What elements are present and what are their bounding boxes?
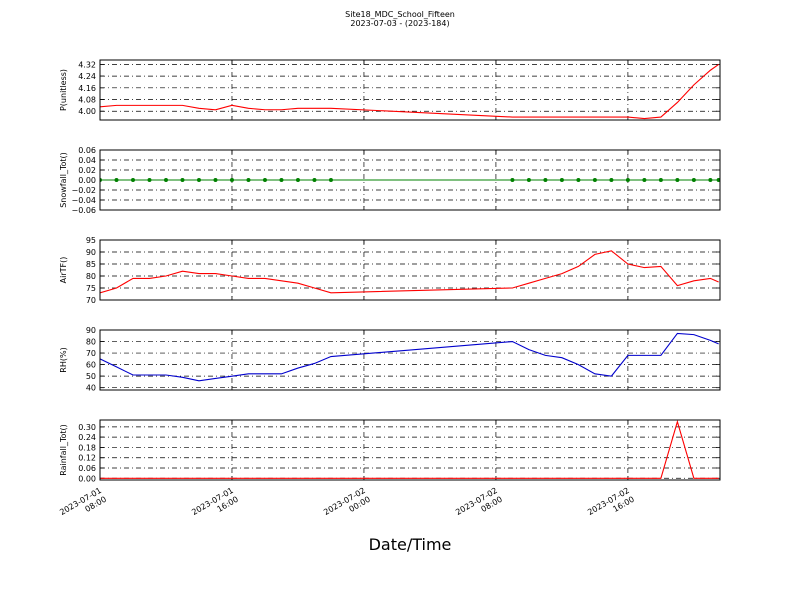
data-point bbox=[716, 178, 720, 182]
y-tick-label: 4.16 bbox=[78, 84, 96, 93]
axes-frame bbox=[99, 149, 721, 211]
data-point bbox=[312, 178, 317, 182]
data-point bbox=[576, 178, 581, 182]
axes-frame bbox=[99, 239, 721, 301]
axes-frame bbox=[99, 329, 721, 391]
data-point bbox=[246, 178, 251, 182]
y-tick-label: 4.32 bbox=[78, 60, 96, 69]
y-tick-label: 0.00 bbox=[78, 176, 96, 185]
data-point bbox=[196, 178, 201, 182]
y-axis-label: P(unitless) bbox=[59, 69, 68, 111]
data-point bbox=[213, 178, 218, 182]
y-tick-label: 0.00 bbox=[78, 474, 96, 483]
axes-frame bbox=[99, 419, 721, 481]
y-tick-label: 80 bbox=[86, 338, 96, 347]
y-tick-label: 80 bbox=[86, 272, 96, 281]
y-tick-label: 0.12 bbox=[78, 454, 96, 463]
y-tick-label: 0.04 bbox=[78, 156, 96, 165]
y-tick-label: 4.08 bbox=[78, 96, 96, 105]
plot-area bbox=[100, 332, 719, 382]
plot-area bbox=[100, 250, 719, 294]
data-point bbox=[229, 178, 234, 182]
axes-frame bbox=[99, 59, 721, 121]
y-tick-label: 70 bbox=[86, 296, 96, 305]
y-tick-label: 95 bbox=[86, 236, 96, 245]
y-tick-label: −0.02 bbox=[71, 186, 96, 195]
y-tick-label: 40 bbox=[86, 384, 96, 393]
y-tick-label: 4.00 bbox=[78, 107, 96, 116]
y-axis-label: RH(%) bbox=[59, 347, 68, 372]
data-point bbox=[114, 178, 119, 182]
data-line bbox=[100, 420, 719, 479]
data-line bbox=[100, 63, 719, 120]
data-line bbox=[100, 250, 719, 294]
data-point bbox=[163, 178, 168, 182]
data-point bbox=[691, 178, 696, 182]
data-point bbox=[510, 178, 515, 182]
y-axis-label: Rainfall_Tot() bbox=[59, 424, 68, 476]
y-tick-label: 60 bbox=[86, 361, 96, 370]
y-tick-label: 0.18 bbox=[78, 443, 96, 452]
data-point bbox=[675, 178, 680, 182]
data-point bbox=[658, 178, 663, 182]
data-point bbox=[592, 178, 597, 182]
data-point bbox=[328, 178, 333, 182]
data-point bbox=[625, 178, 630, 182]
y-tick-label: 90 bbox=[86, 248, 96, 257]
y-tick-label: 85 bbox=[86, 260, 96, 269]
y-tick-label: 90 bbox=[86, 326, 96, 335]
y-tick-label: −0.06 bbox=[71, 206, 96, 215]
y-tick-label: 50 bbox=[86, 372, 96, 381]
plot-area bbox=[100, 178, 720, 182]
y-tick-label: 0.06 bbox=[78, 464, 96, 473]
y-tick-label: 70 bbox=[86, 349, 96, 358]
y-tick-label: 0.06 bbox=[78, 146, 96, 155]
chart-title: Site18_MDC_School_Fifteen bbox=[345, 10, 455, 19]
data-point bbox=[147, 178, 152, 182]
data-point bbox=[543, 178, 548, 182]
data-point bbox=[526, 178, 531, 182]
data-point bbox=[642, 178, 647, 182]
plot-area bbox=[100, 420, 719, 479]
data-point bbox=[609, 178, 614, 182]
data-point bbox=[295, 178, 300, 182]
data-line bbox=[100, 332, 719, 382]
data-point bbox=[180, 178, 185, 182]
data-point bbox=[279, 178, 284, 182]
y-tick-label: 4.24 bbox=[78, 72, 96, 81]
y-tick-label: −0.04 bbox=[71, 196, 96, 205]
y-tick-label: 75 bbox=[86, 284, 96, 293]
y-tick-label: 0.02 bbox=[78, 166, 96, 175]
data-point bbox=[708, 178, 713, 182]
data-point bbox=[559, 178, 564, 182]
y-axis-label: Snowfall_Tot() bbox=[59, 152, 68, 208]
y-tick-label: 0.30 bbox=[78, 423, 96, 432]
x-axis-label: Date/Time bbox=[369, 535, 452, 554]
chart-subtitle: 2023-07-03 - (2023-184) bbox=[350, 19, 449, 28]
y-axis-label: AirTF() bbox=[59, 257, 68, 284]
data-point bbox=[262, 178, 267, 182]
plot-area bbox=[100, 63, 719, 120]
data-point bbox=[130, 178, 135, 182]
y-tick-label: 0.24 bbox=[78, 433, 96, 442]
